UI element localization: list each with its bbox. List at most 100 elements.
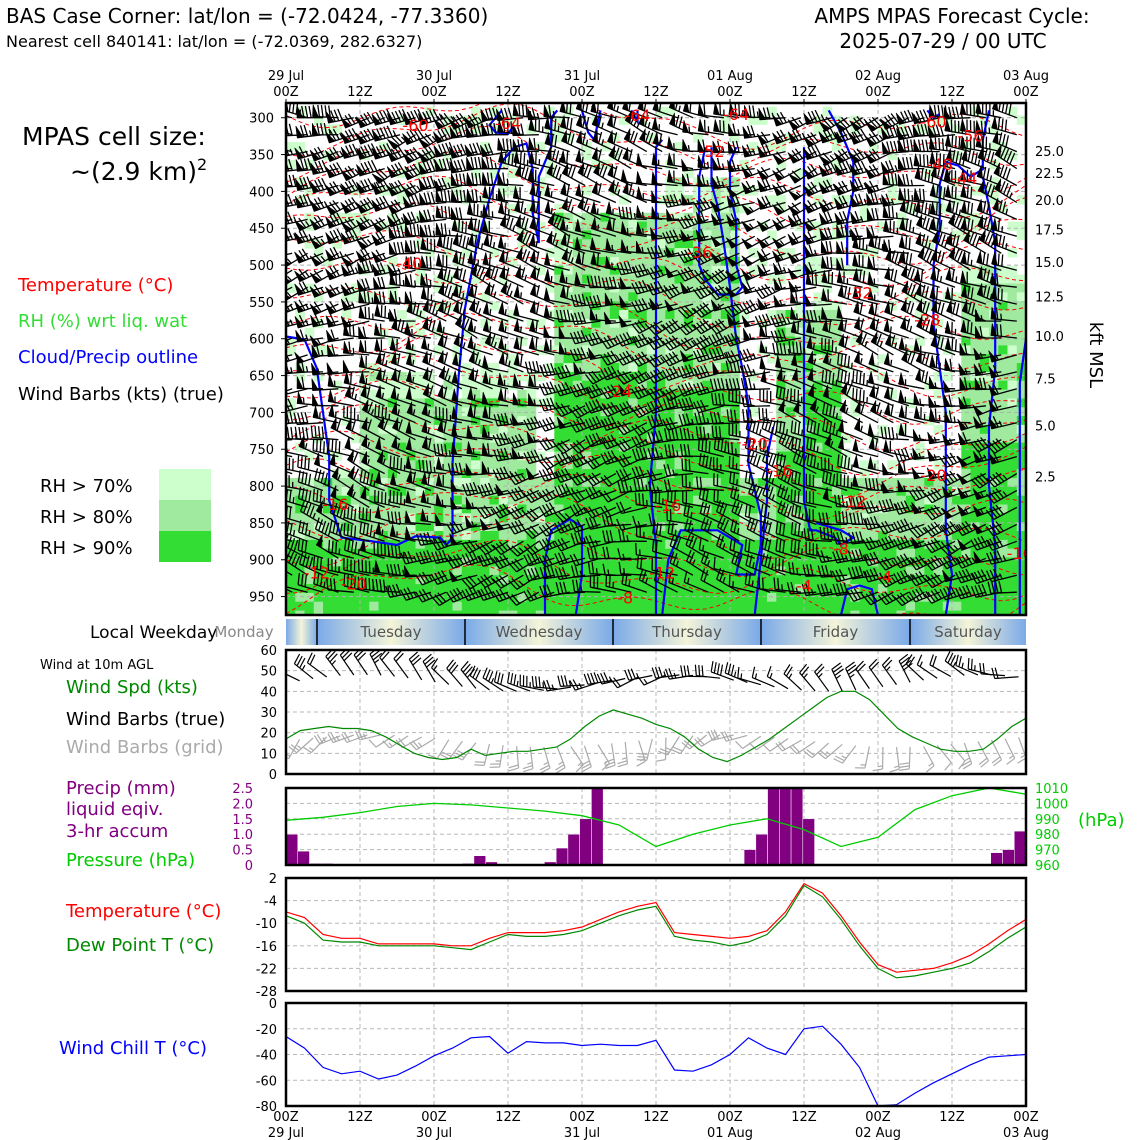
rh-cell bbox=[360, 601, 370, 612]
rh-cell bbox=[443, 566, 454, 576]
rh-cell bbox=[979, 433, 990, 444]
rh-cell bbox=[887, 548, 898, 559]
rh-cell bbox=[970, 566, 981, 576]
wind-barb-pennant bbox=[325, 315, 335, 328]
hpa-axis-label: (hPa) bbox=[1078, 810, 1125, 831]
wind-barb bbox=[760, 503, 786, 526]
wind-barb bbox=[507, 519, 540, 535]
rh-cell bbox=[295, 195, 306, 205]
rh-cell bbox=[600, 486, 611, 497]
rh-cell bbox=[693, 566, 703, 576]
wind-barb-pennant bbox=[759, 356, 766, 370]
wind-barb-pennant bbox=[512, 186, 520, 200]
rh-cell bbox=[785, 442, 796, 452]
rh-cell bbox=[711, 265, 722, 276]
rh-cell bbox=[489, 301, 500, 311]
wind-barb bbox=[693, 268, 725, 285]
rh-cell bbox=[323, 257, 333, 267]
wind-barb-pennant bbox=[911, 502, 921, 514]
legend-rh: RH (%) wrt liq. wat bbox=[18, 311, 187, 332]
rh-cell bbox=[850, 531, 861, 541]
wind-barb-pennant bbox=[559, 103, 566, 114]
rh-cell bbox=[905, 548, 916, 559]
wind-barb-pennant bbox=[652, 131, 659, 146]
rh-cell bbox=[711, 557, 722, 567]
wind-barb bbox=[761, 467, 786, 492]
rh-cell bbox=[360, 592, 370, 603]
rh-cell bbox=[1016, 327, 1026, 338]
wind-barb bbox=[883, 220, 909, 237]
wind-barb bbox=[651, 558, 678, 576]
rh-cell bbox=[952, 601, 962, 612]
rh-cell bbox=[674, 575, 685, 585]
wind-barb bbox=[913, 123, 940, 138]
rh-cell bbox=[656, 539, 666, 550]
rh-cell bbox=[563, 575, 574, 585]
rh-cell bbox=[979, 495, 990, 506]
rh-cell bbox=[748, 592, 759, 603]
rh-cell bbox=[286, 142, 296, 152]
rh-cell bbox=[535, 345, 546, 355]
wind-barb-pennant bbox=[822, 486, 829, 501]
wind-barb-pennant bbox=[638, 112, 645, 127]
rh-cell bbox=[563, 221, 574, 231]
rh-cell bbox=[535, 186, 546, 196]
rh-cell bbox=[933, 460, 944, 470]
wind-barb-pennant bbox=[882, 205, 890, 218]
wind-barb-pennant bbox=[448, 146, 459, 159]
wind-barb-pennant bbox=[389, 337, 397, 351]
wind-barb-pennant bbox=[341, 264, 351, 277]
wind-barb-pennant bbox=[391, 435, 398, 450]
wind-barb-pennant bbox=[772, 204, 784, 216]
wind-barb bbox=[853, 128, 879, 145]
wind-barb-pennant bbox=[649, 298, 659, 311]
wind-barb-pennant bbox=[361, 434, 368, 448]
rh-cell bbox=[637, 292, 648, 302]
wind-barb bbox=[294, 426, 324, 441]
rh-cell bbox=[813, 566, 824, 576]
wind-barb bbox=[819, 526, 848, 542]
wind-barb bbox=[437, 268, 463, 288]
wind-barb-pennant bbox=[325, 268, 336, 280]
wind-barb bbox=[635, 542, 663, 559]
wind-barb-pennant bbox=[437, 333, 444, 348]
rh-cell bbox=[369, 504, 380, 514]
rh-cell bbox=[600, 539, 611, 550]
rh-cell bbox=[785, 610, 796, 615]
rh-cell bbox=[711, 575, 722, 585]
wind-barb-pennant bbox=[897, 460, 905, 474]
wind-barb bbox=[586, 275, 616, 289]
rh-cell bbox=[360, 531, 370, 541]
wind-barb-pennant bbox=[915, 368, 922, 382]
wind-barb bbox=[822, 401, 848, 424]
wind-barb-pennant bbox=[389, 308, 396, 322]
rh-cell bbox=[387, 575, 398, 585]
rh-cell bbox=[776, 416, 787, 426]
wind-barb-pennant bbox=[864, 152, 876, 164]
rh-cell bbox=[582, 424, 592, 435]
wind-barb-pennant bbox=[454, 313, 463, 328]
rh-cell bbox=[794, 566, 805, 576]
wind-barb bbox=[681, 474, 709, 492]
wind-barb-pennant bbox=[866, 193, 874, 206]
rh-cell bbox=[545, 601, 555, 612]
wind-barb bbox=[726, 409, 755, 424]
wind-barb bbox=[584, 472, 617, 487]
wind-barb-pennant bbox=[711, 213, 721, 226]
wind-barb-pennant bbox=[867, 287, 875, 301]
rh-cell bbox=[415, 389, 426, 399]
rh-cell bbox=[304, 239, 315, 249]
rh-cell bbox=[526, 601, 537, 612]
wind-barb-pennant bbox=[682, 120, 689, 133]
wind-barb bbox=[669, 551, 694, 576]
wind-barb-pennant bbox=[375, 521, 382, 536]
wind-barb bbox=[837, 148, 863, 164]
wind-barb bbox=[585, 535, 617, 548]
rh-cell bbox=[813, 398, 824, 408]
rh-cell bbox=[1016, 451, 1026, 461]
rh-cell bbox=[1007, 283, 1018, 293]
wind-barb-pennant bbox=[867, 256, 874, 269]
rh-cell bbox=[517, 539, 528, 550]
rh-cell bbox=[868, 142, 879, 152]
cloud-outline bbox=[661, 147, 762, 615]
